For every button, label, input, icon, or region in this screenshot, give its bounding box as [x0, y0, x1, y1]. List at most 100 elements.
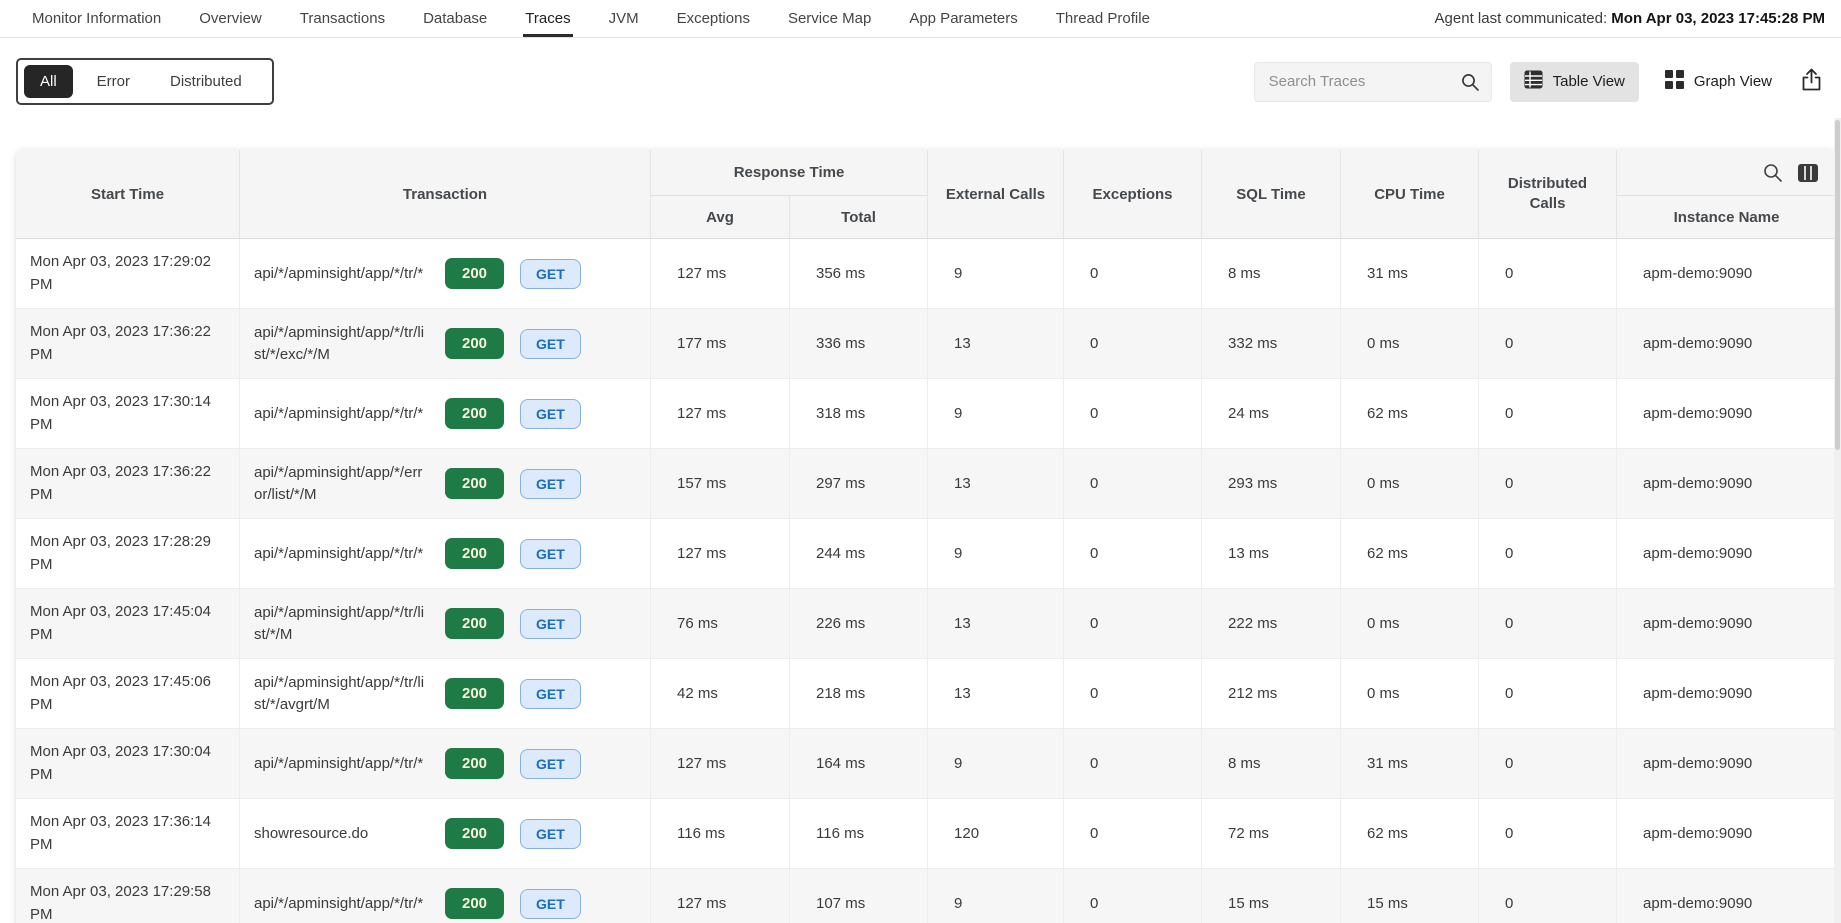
table-row[interactable]: Mon Apr 03, 2023 17:28:29 PM api/*/apmin…	[16, 519, 1836, 589]
cell-total: 318 ms	[790, 379, 929, 449]
cell-instance-name: apm-demo:9090	[1617, 309, 1836, 379]
cell-exceptions: 0	[1064, 239, 1203, 309]
tab-monitor-information[interactable]: Monitor Information	[32, 9, 162, 27]
tab-database[interactable]: Database	[423, 9, 488, 27]
transaction-name[interactable]: api/*/apminsight/app/*/tr/list/*/M	[254, 603, 425, 643]
cell-cpu-time: 62 ms	[1341, 519, 1480, 589]
transaction-name[interactable]: api/*/apminsight/app/*/tr/list/*/avgrt/M	[254, 673, 425, 713]
cell-cpu-time: 0 ms	[1341, 659, 1480, 729]
export-button[interactable]	[1800, 67, 1823, 97]
table-row[interactable]: Mon Apr 03, 2023 17:36:22 PM api/*/apmin…	[16, 449, 1836, 519]
cell-exceptions: 0	[1064, 869, 1203, 923]
table-view-button[interactable]: Table View	[1509, 61, 1639, 102]
cell-avg: 177 ms	[651, 309, 790, 379]
table-search-icon[interactable]	[1762, 162, 1783, 183]
cell-distributed-calls: 0	[1479, 449, 1618, 519]
cell-instance-name: apm-demo:9090	[1617, 449, 1836, 519]
vertical-scrollbar[interactable]	[1834, 118, 1841, 923]
cell-start-time: Mon Apr 03, 2023 17:28:29 PM	[16, 519, 240, 589]
search-traces-input[interactable]	[1254, 62, 1491, 101]
scrollbar-thumb[interactable]	[1835, 120, 1840, 450]
header-avg[interactable]: Avg	[651, 196, 790, 239]
header-exceptions[interactable]: Exceptions	[1064, 150, 1203, 239]
filter-distributed-button[interactable]: Distributed	[170, 73, 242, 90]
column-picker-icon[interactable]	[1798, 163, 1819, 182]
table-row[interactable]: Mon Apr 03, 2023 17:29:02 PM api/*/apmin…	[16, 239, 1836, 309]
tab-exceptions[interactable]: Exceptions	[676, 9, 750, 27]
table-row[interactable]: Mon Apr 03, 2023 17:45:04 PM api/*/apmin…	[16, 589, 1836, 659]
share-icon	[1800, 67, 1823, 97]
traces-table-card: Start Time Transaction Response Time Ext…	[16, 150, 1836, 923]
table-row[interactable]: Mon Apr 03, 2023 17:36:14 PM showresourc…	[16, 799, 1836, 869]
table-header: Start Time Transaction Response Time Ext…	[16, 150, 1836, 239]
header-distributed-calls[interactable]: Distributed Calls	[1479, 150, 1618, 239]
cell-transaction: api/*/apminsight/app/*/tr/list/*/avgrt/M…	[240, 659, 651, 729]
tab-thread-profile[interactable]: Thread Profile	[1055, 9, 1150, 27]
transaction-name[interactable]: api/*/apminsight/app/*/error/list/*/M	[254, 463, 423, 503]
cell-exceptions: 0	[1064, 309, 1203, 379]
cell-avg: 127 ms	[651, 869, 790, 923]
cell-distributed-calls: 0	[1479, 239, 1618, 309]
cell-avg: 127 ms	[651, 239, 790, 309]
table-row[interactable]: Mon Apr 03, 2023 17:30:04 PM api/*/apmin…	[16, 729, 1836, 799]
cell-start-time: Mon Apr 03, 2023 17:36:22 PM	[16, 449, 240, 519]
transaction-name[interactable]: api/*/apminsight/app/*/tr/*	[254, 894, 424, 912]
filter-all-button[interactable]: All	[24, 65, 73, 98]
cell-transaction: api/*/apminsight/app/*/tr/* 200 GET	[240, 519, 651, 589]
status-code-badge: 200	[445, 888, 505, 919]
tab-app-parameters[interactable]: App Parameters	[909, 9, 1018, 27]
tab-transactions[interactable]: Transactions	[299, 9, 386, 27]
transaction-name[interactable]: api/*/apminsight/app/*/tr/*	[254, 404, 424, 422]
transaction-name[interactable]: api/*/apminsight/app/*/tr/*	[254, 264, 424, 282]
header-instance-name[interactable]: Instance Name	[1617, 196, 1836, 239]
table-view-icon	[1524, 70, 1543, 93]
transaction-name[interactable]: api/*/apminsight/app/*/tr/list/*/exc/*/M	[254, 323, 425, 363]
cell-avg: 42 ms	[651, 659, 790, 729]
cell-transaction: showresource.do 200 GET	[240, 799, 651, 869]
search-icon[interactable]	[1460, 72, 1480, 97]
graph-view-button[interactable]: Graph View	[1651, 62, 1786, 102]
agent-label: Agent last communicated:	[1434, 10, 1608, 27]
cell-distributed-calls: 0	[1479, 589, 1618, 659]
transaction-name[interactable]: api/*/apminsight/app/*/tr/*	[254, 754, 424, 772]
http-method-badge: GET	[520, 538, 581, 569]
traces-table: Start Time Transaction Response Time Ext…	[16, 150, 1836, 923]
header-total[interactable]: Total	[790, 196, 929, 239]
http-method-badge: GET	[520, 608, 581, 639]
header-external-calls[interactable]: External Calls	[928, 150, 1065, 239]
table-row[interactable]: Mon Apr 03, 2023 17:36:22 PM api/*/apmin…	[16, 309, 1836, 379]
filter-error-button[interactable]: Error	[96, 73, 131, 90]
transaction-name[interactable]: api/*/apminsight/app/*/tr/*	[254, 544, 424, 562]
cell-sql-time: 332 ms	[1202, 309, 1342, 379]
cell-external-calls: 120	[928, 799, 1065, 869]
table-row[interactable]: Mon Apr 03, 2023 17:45:06 PM api/*/apmin…	[16, 659, 1836, 729]
table-row[interactable]: Mon Apr 03, 2023 17:30:14 PM api/*/apmin…	[16, 379, 1836, 449]
cell-total: 226 ms	[790, 589, 929, 659]
table-row[interactable]: Mon Apr 03, 2023 17:29:58 PM api/*/apmin…	[16, 869, 1836, 923]
header-sql-time[interactable]: SQL Time	[1202, 150, 1342, 239]
header-transaction[interactable]: Transaction	[240, 150, 651, 239]
tab-overview[interactable]: Overview	[199, 9, 262, 27]
tab-jvm[interactable]: JVM	[608, 9, 639, 27]
tab-service-map[interactable]: Service Map	[787, 9, 872, 27]
cell-exceptions: 0	[1064, 449, 1203, 519]
cell-external-calls: 13	[928, 449, 1065, 519]
cell-external-calls: 13	[928, 589, 1065, 659]
cell-transaction: api/*/apminsight/app/*/tr/* 200 GET	[240, 869, 651, 923]
cell-start-time: Mon Apr 03, 2023 17:30:14 PM	[16, 379, 240, 449]
cell-instance-name: apm-demo:9090	[1617, 589, 1836, 659]
traces-toolbar: All Error Distributed	[16, 58, 1825, 105]
tab-traces[interactable]: Traces	[523, 0, 573, 37]
transaction-name[interactable]: showresource.do	[254, 824, 369, 842]
cell-external-calls: 9	[928, 519, 1065, 589]
cell-instance-name: apm-demo:9090	[1617, 799, 1836, 869]
cell-total: 336 ms	[790, 309, 929, 379]
header-cpu-time[interactable]: CPU Time	[1341, 150, 1480, 239]
cell-sql-time: 24 ms	[1202, 379, 1342, 449]
cell-avg: 116 ms	[651, 799, 790, 869]
status-code-badge: 200	[445, 328, 505, 359]
cell-total: 116 ms	[790, 799, 929, 869]
cell-external-calls: 13	[928, 309, 1065, 379]
status-code-badge: 200	[445, 538, 505, 569]
header-start-time[interactable]: Start Time	[16, 150, 240, 239]
